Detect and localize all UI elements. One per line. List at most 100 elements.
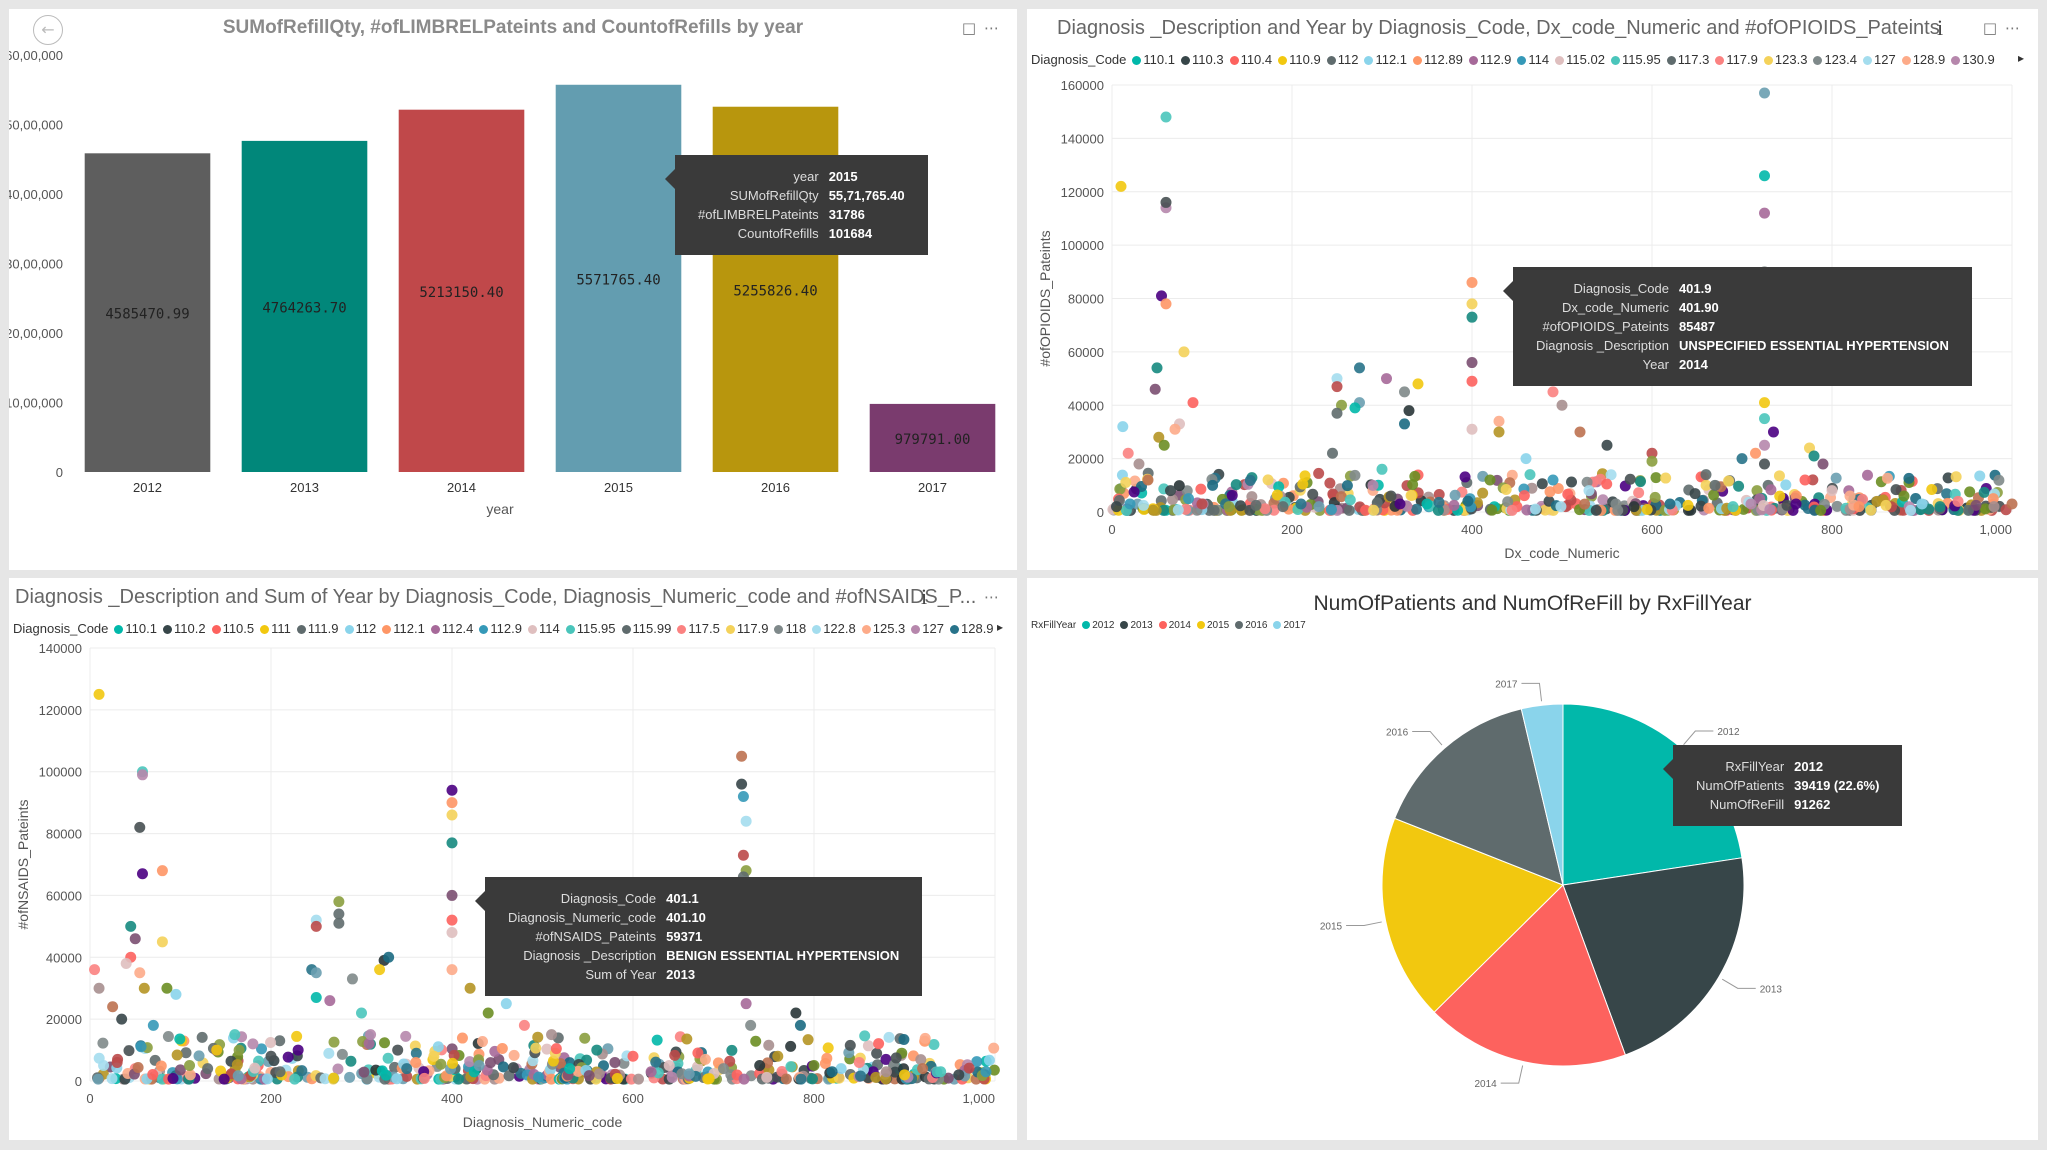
more-options-icon[interactable]: ⋯ xyxy=(984,19,1007,37)
legend-item[interactable]: 128.9 xyxy=(950,621,994,636)
nsaids-tooltip-row: Sum of Year 2013 xyxy=(503,965,904,984)
focus-mode-icon[interactable]: □ xyxy=(961,19,984,37)
scatter-point xyxy=(1547,386,1559,398)
legend-item[interactable]: 2017 xyxy=(1273,620,1306,631)
scatter-point xyxy=(988,1042,1000,1054)
legend-item[interactable]: 112.89 xyxy=(1413,52,1463,67)
scatter-point xyxy=(1360,504,1372,516)
legend-item[interactable]: 112.1 xyxy=(1364,52,1407,67)
legend-item[interactable]: 128.9 xyxy=(1901,52,1945,67)
legend-item[interactable]: 115.95 xyxy=(565,621,616,636)
scatter-point xyxy=(988,1064,1000,1076)
legend-item[interactable]: 110.9 xyxy=(1278,52,1321,67)
back-arrow-icon[interactable]: ← xyxy=(33,15,63,45)
legend-item[interactable]: 118 xyxy=(774,621,806,636)
legend-item[interactable]: 112.9 xyxy=(1468,52,1512,67)
legend-item[interactable]: 127 xyxy=(1862,52,1896,67)
scatter-point xyxy=(1862,469,1874,481)
legend-item[interactable]: 2016 xyxy=(1235,620,1267,631)
info-icon[interactable]: i xyxy=(1937,15,1944,40)
scatter-point xyxy=(1399,386,1410,398)
legend-item[interactable]: 2014 xyxy=(1158,620,1191,631)
legend-label: 112.9 xyxy=(1479,52,1512,67)
x-tick-label: 200 xyxy=(1281,522,1303,537)
legend-label: 112 xyxy=(1337,52,1359,67)
legend-next-icon[interactable]: ▸ xyxy=(2017,51,2024,65)
scatter-point xyxy=(446,809,458,821)
legend-item[interactable]: 114 xyxy=(1517,52,1549,67)
legend-next-icon[interactable]: ▸ xyxy=(996,620,1003,634)
scatter-point xyxy=(1624,473,1636,485)
legend-item[interactable]: 111 xyxy=(260,621,291,636)
x-tick-label: 600 xyxy=(622,1091,644,1106)
scatter-point xyxy=(296,1065,308,1077)
tooltip-key: NumOfReFill xyxy=(1709,797,1785,812)
info-icon[interactable]: i xyxy=(921,584,928,609)
legend-item[interactable]: 115.99 xyxy=(621,621,671,636)
legend-item[interactable]: 123.3 xyxy=(1763,52,1807,67)
legend-item[interactable]: 112 xyxy=(1326,52,1359,67)
legend-item[interactable]: 112.9 xyxy=(479,621,522,636)
legend-dot-icon xyxy=(479,625,489,635)
legend-label: 112.4 xyxy=(441,621,474,636)
scatter-point xyxy=(983,1054,995,1066)
scatter-point xyxy=(256,1043,268,1055)
legend-item[interactable]: 110.1 xyxy=(1132,52,1175,67)
scatter-point xyxy=(428,1050,440,1062)
legend-item[interactable]: 114 xyxy=(527,621,560,636)
more-options-icon[interactable]: ⋯ xyxy=(984,588,1007,606)
legend-item[interactable]: 112.1 xyxy=(382,621,425,636)
scatter-point xyxy=(980,1066,992,1078)
scatter-point xyxy=(1354,362,1365,374)
legend-item[interactable]: 110.5 xyxy=(211,621,254,636)
legend-item[interactable]: 123.4 xyxy=(1813,52,1857,67)
nsaids-chart-title: Diagnosis _Description and Sum of Year b… xyxy=(15,586,977,608)
focus-mode-icon[interactable]: □ xyxy=(1982,19,2005,37)
opioids-tooltip-row: #ofOPIOIDS_Pateints 85487 xyxy=(1531,317,1954,336)
scatter-point xyxy=(432,1041,444,1053)
scatter-point xyxy=(1979,503,1991,515)
tooltip-value: 101684 xyxy=(828,226,873,241)
legend-item[interactable]: 117.9 xyxy=(1715,52,1758,67)
legend-item[interactable]: 110.2 xyxy=(162,621,206,636)
pie-slice-label: 2016 xyxy=(1386,727,1409,738)
legend-item[interactable]: 110.3 xyxy=(1180,52,1224,67)
legend-item[interactable]: 127 xyxy=(911,621,944,636)
scatter-point xyxy=(1745,498,1757,510)
legend-item[interactable]: 110.4 xyxy=(1229,52,1272,67)
scatter-point xyxy=(1780,479,1792,491)
x-tick-label: 2012 xyxy=(133,480,162,495)
scatter-point xyxy=(1466,276,1478,288)
legend-item[interactable]: 125.3 xyxy=(861,621,905,636)
legend-item[interactable]: 2012 xyxy=(1082,620,1114,631)
scatter-point xyxy=(1799,474,1811,486)
scatter-point xyxy=(692,1047,704,1059)
legend-item[interactable]: 115.02 xyxy=(1555,52,1605,67)
legend-item[interactable]: 117.3 xyxy=(1666,52,1709,67)
scatter-point xyxy=(862,1040,874,1052)
nsaids-tooltip-row: Diagnosis_Code 401.1 xyxy=(503,889,904,908)
legend-item[interactable]: 110.1 xyxy=(114,621,157,636)
legend-item[interactable]: 2013 xyxy=(1120,620,1153,631)
legend-item[interactable]: 112 xyxy=(344,621,376,636)
scatter-point xyxy=(1385,490,1397,502)
scatter-point xyxy=(1974,470,1986,482)
legend-item[interactable]: 117.5 xyxy=(677,621,720,636)
scatter-point xyxy=(106,1073,118,1085)
bar-2012 xyxy=(84,153,211,473)
scatter-point xyxy=(358,1066,370,1078)
scatter-point xyxy=(785,1061,797,1073)
y-tick-label: 20,00,000 xyxy=(9,326,63,341)
scatter-point xyxy=(1664,498,1676,510)
legend-title: Diagnosis_Code xyxy=(13,621,109,636)
more-options-icon[interactable]: ⋯ xyxy=(2005,19,2028,37)
scatter-point xyxy=(740,815,752,827)
refills-tooltip-row: CountofRefills 101684 xyxy=(693,224,910,243)
legend-item[interactable]: 122.8 xyxy=(812,621,856,636)
legend-item[interactable]: 112.4 xyxy=(430,621,474,636)
legend-item[interactable]: 111.9 xyxy=(296,621,339,636)
legend-item[interactable]: 117.9 xyxy=(725,621,768,636)
legend-item[interactable]: 130.9 xyxy=(1951,52,1995,67)
legend-item[interactable]: 2015 xyxy=(1196,620,1229,631)
legend-item[interactable]: 115.95 xyxy=(1610,52,1661,67)
